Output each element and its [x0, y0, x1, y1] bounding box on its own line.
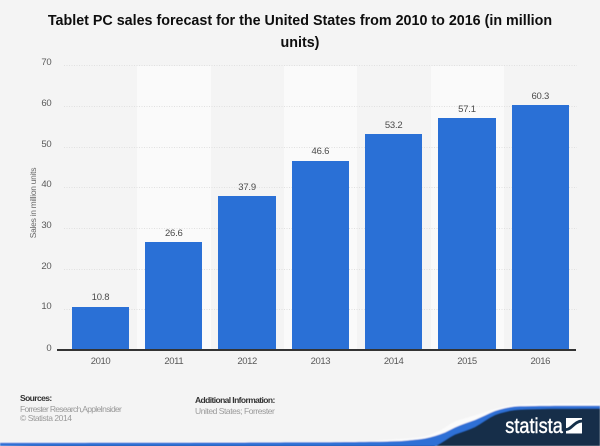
svg-text:statista: statista — [505, 415, 563, 438]
